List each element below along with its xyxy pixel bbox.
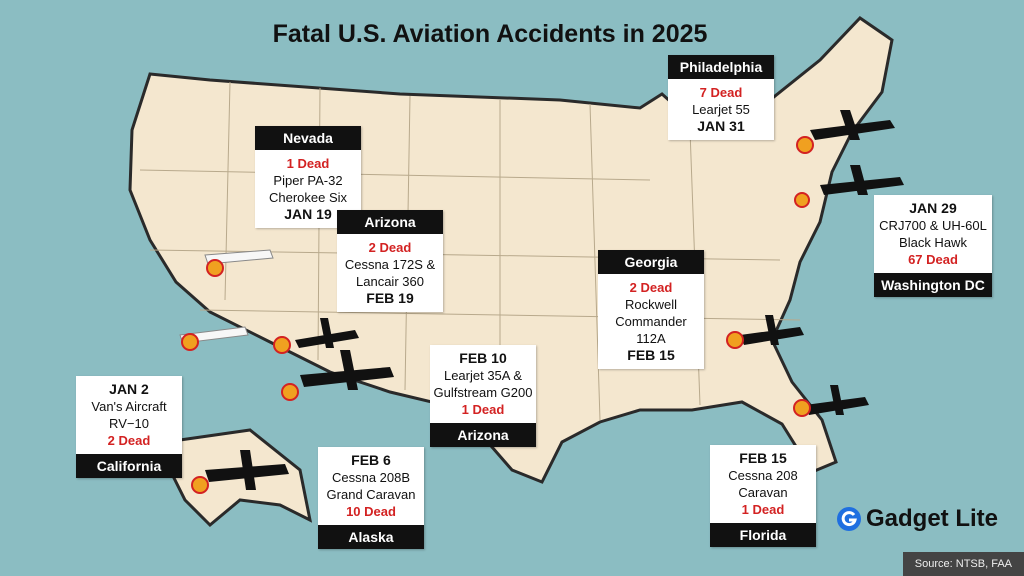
aircraft: Learjet 55 <box>692 102 750 117</box>
date: JAN 31 <box>697 118 745 134</box>
aircraft: Cessna 208B <box>331 470 411 485</box>
place-label: Arizona <box>337 210 443 234</box>
brand-logo <box>837 507 861 531</box>
aircraft: Black Hawk <box>899 235 967 250</box>
callout-body: FEB 6 Cessna 208B Grand Caravan 10 Dead <box>318 447 424 525</box>
callout: FEB 10 Learjet 35A & Gulfstream G200 1 Dead… <box>430 345 536 447</box>
aircraft: Piper PA-32 <box>273 173 343 188</box>
date: FEB 10 <box>459 350 507 366</box>
aircraft: Gulfstream G200 <box>433 385 533 400</box>
deaths: 1 Dead <box>286 156 330 171</box>
place-label: Florida <box>710 523 816 547</box>
explosions <box>181 136 814 494</box>
aircraft: Caravan <box>738 485 788 500</box>
brand-name: Gadget Lite <box>866 505 999 532</box>
callout-body: JAN 2 Van's Aircraft RV−10 2 Dead <box>76 376 182 454</box>
aircraft: Cessna 208 <box>728 468 798 483</box>
date: JAN 2 <box>109 381 149 397</box>
date: FEB 15 <box>739 450 787 466</box>
deaths: 7 Dead <box>699 85 743 100</box>
callout-body: 1 Dead Piper PA-32 Cherokee Six JAN 19 <box>255 150 361 228</box>
deaths: 1 Dead <box>741 502 785 517</box>
callout: Philadelphia 7 Dead Learjet 55 JAN 31 <box>668 55 774 140</box>
callout: Arizona 2 Dead Cessna 172S & Lancair 360 FEB… <box>337 210 443 312</box>
aircraft: Rockwell <box>624 297 677 312</box>
callout: FEB 6 Cessna 208B Grand Caravan 10 Dead Alas… <box>318 447 424 549</box>
deaths: 2 Dead <box>368 240 412 255</box>
date: FEB 6 <box>351 452 391 468</box>
deaths: 2 Dead <box>629 280 673 295</box>
callout-body: FEB 10 Learjet 35A & Gulfstream G200 1 Dead <box>430 345 536 423</box>
callout-body: 2 Dead Rockwell Commander 112A FEB 15 <box>598 274 704 369</box>
date: JAN 19 <box>284 206 332 222</box>
callout: Nevada 1 Dead Piper PA-32 Cherokee Six JAN 1… <box>255 126 361 228</box>
place-label: Arizona <box>430 423 536 447</box>
callout-body: JAN 29 CRJ700 & UH-60L Black Hawk 67 Dead <box>874 195 992 273</box>
place-label: Alaska <box>318 525 424 549</box>
deaths: 67 Dead <box>908 252 958 267</box>
source: Source: NTSB, FAA <box>902 552 1024 576</box>
aircraft: Learjet 35A & <box>443 368 523 383</box>
date: FEB 19 <box>366 290 414 306</box>
deaths: 2 Dead <box>107 433 151 448</box>
place-label: Philadelphia <box>668 55 774 79</box>
callout: JAN 29 CRJ700 & UH-60L Black Hawk 67 Dead Wa… <box>874 195 992 297</box>
deaths: 1 Dead <box>461 402 505 417</box>
place-label: Washington DC <box>874 273 992 297</box>
callout: FEB 15 Cessna 208 Caravan 1 Dead Florida <box>710 445 816 547</box>
title: Fatal U.S. Aviation Accidents in 2025 <box>272 20 708 48</box>
aircraft: Lancair 360 <box>356 274 424 289</box>
aircraft: Commander 112A <box>615 314 687 346</box>
callout-body: FEB 15 Cessna 208 Caravan 1 Dead <box>710 445 816 523</box>
aircraft: Cherokee Six <box>268 190 348 205</box>
deaths: 10 Dead <box>346 504 396 519</box>
callout-body: 2 Dead Cessna 172S & Lancair 360 FEB 19 <box>337 234 443 312</box>
aircraft: Cessna 172S & <box>344 257 436 272</box>
place-label: Nevada <box>255 126 361 150</box>
date: FEB 15 <box>627 347 675 363</box>
aircraft: RV−10 <box>109 416 149 431</box>
callout: Georgia 2 Dead Rockwell Commander 112A FEB 1… <box>598 250 704 369</box>
date: JAN 29 <box>909 200 957 216</box>
callout: JAN 2 Van's Aircraft RV−10 2 Dead California <box>76 376 182 478</box>
callout-body: 7 Dead Learjet 55 JAN 31 <box>668 79 774 140</box>
plane-icons <box>205 110 904 490</box>
aircraft: Van's Aircraft <box>91 399 167 414</box>
aircraft: Grand Caravan <box>326 487 416 502</box>
aircraft: CRJ700 & UH-60L <box>879 218 987 233</box>
place-label: California <box>76 454 182 478</box>
brand: Gadget Lite <box>836 505 998 533</box>
place-label: Georgia <box>598 250 704 274</box>
